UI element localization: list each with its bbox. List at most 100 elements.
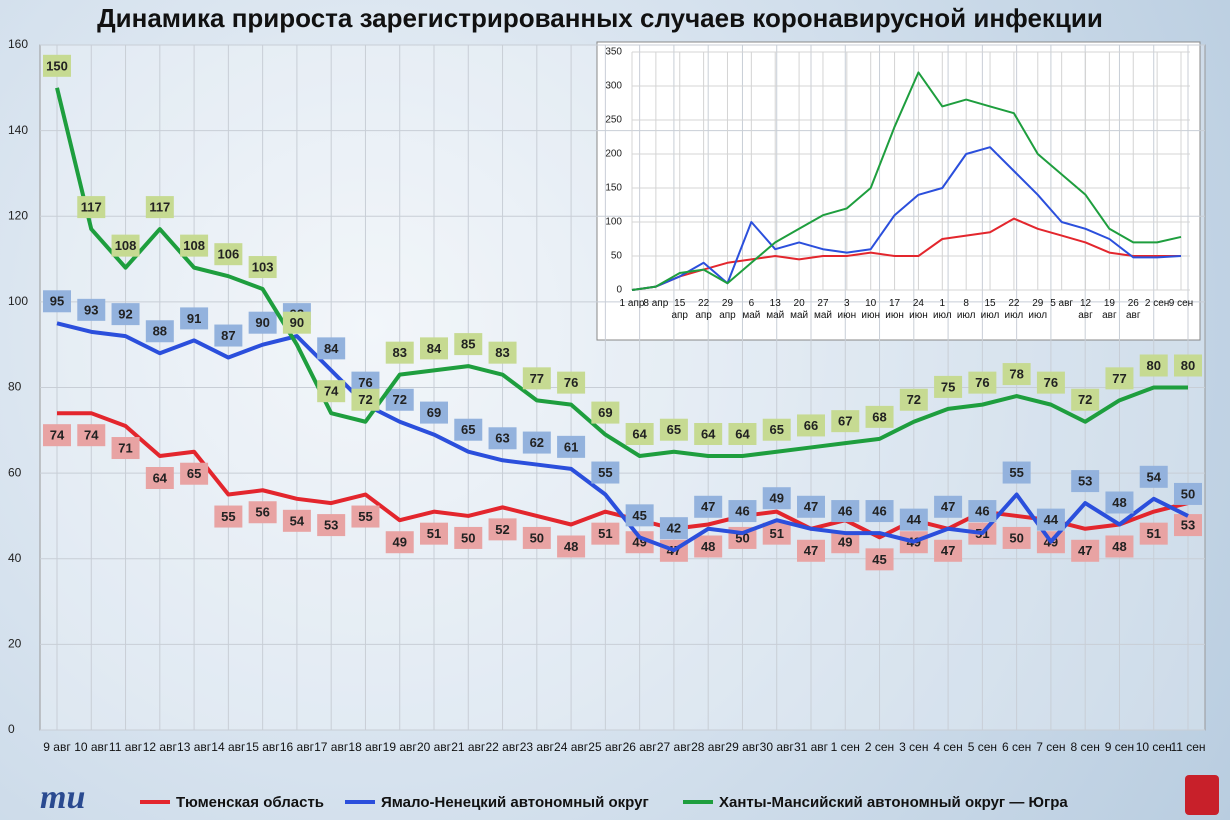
data-label: 75 bbox=[941, 379, 955, 394]
y-tick-label: 60 bbox=[8, 465, 22, 479]
x-tick-label: 10 июн bbox=[861, 298, 880, 321]
data-label: 117 bbox=[81, 200, 102, 215]
data-label: 52 bbox=[495, 522, 509, 537]
x-tick-label: 9 авг bbox=[43, 740, 71, 754]
x-tick-label: 29 авг bbox=[725, 740, 760, 754]
y-tick-label: 350 bbox=[605, 47, 622, 58]
data-label: 48 bbox=[701, 539, 715, 554]
data-label: 54 bbox=[1146, 469, 1161, 484]
logo: mu bbox=[40, 779, 85, 816]
data-label-box bbox=[522, 526, 551, 549]
data-label: 74 bbox=[50, 428, 65, 443]
data-label-box bbox=[454, 418, 483, 441]
data-label-box bbox=[385, 341, 414, 364]
data-label-box bbox=[694, 495, 723, 518]
data-label-box bbox=[454, 333, 483, 356]
data-label-box bbox=[557, 535, 586, 558]
data-label: 47 bbox=[941, 499, 955, 514]
x-tick-label: 22 апр bbox=[695, 298, 712, 321]
data-label: 62 bbox=[530, 435, 544, 450]
x-tick-label: 20 май bbox=[790, 298, 809, 321]
x-tick-label: 2 сен bbox=[1144, 298, 1170, 309]
data-label-box bbox=[591, 401, 620, 424]
data-label-box bbox=[77, 298, 106, 321]
data-label-box bbox=[1174, 354, 1202, 377]
data-label-box bbox=[934, 539, 963, 562]
data-label-box bbox=[934, 375, 963, 398]
data-label: 91 bbox=[187, 311, 201, 326]
x-tick-label: 29 апр bbox=[719, 298, 736, 321]
x-tick-label: 24 июн bbox=[909, 298, 928, 321]
data-label: 72 bbox=[1078, 392, 1092, 407]
data-label-box bbox=[557, 371, 586, 394]
data-label: 106 bbox=[218, 247, 240, 262]
data-label-box bbox=[968, 371, 997, 394]
data-label: 67 bbox=[838, 414, 852, 429]
data-label-box bbox=[1071, 539, 1100, 562]
data-label: 83 bbox=[392, 345, 406, 360]
data-label-box bbox=[762, 418, 791, 441]
data-label: 83 bbox=[495, 345, 509, 360]
x-tick-label: 8 июл bbox=[956, 298, 976, 321]
x-tick-label: 26 авг bbox=[622, 740, 657, 754]
series-line bbox=[631, 217, 1181, 291]
x-tick-label: 30 авг bbox=[759, 740, 794, 754]
data-label-box bbox=[385, 531, 414, 554]
data-label-box bbox=[145, 467, 174, 489]
data-label-box bbox=[694, 423, 723, 445]
y-tick-label: 200 bbox=[605, 149, 622, 160]
x-tick-label: 24 авг bbox=[554, 740, 589, 754]
data-label-box bbox=[762, 522, 791, 545]
data-label: 51 bbox=[598, 526, 612, 541]
data-label: 44 bbox=[1044, 512, 1059, 527]
y-tick-label: 0 bbox=[616, 285, 622, 296]
x-tick-label: 22 авг bbox=[485, 740, 520, 754]
data-label-box bbox=[831, 500, 860, 523]
data-label: 64 bbox=[735, 426, 750, 441]
x-tick-label: 6 сен bbox=[1001, 740, 1032, 754]
x-tick-label: 5 сен bbox=[967, 740, 998, 754]
data-label-box bbox=[145, 196, 174, 219]
data-label-box bbox=[351, 505, 380, 528]
y-tick-label: 0 bbox=[8, 722, 15, 736]
data-label-box bbox=[248, 256, 277, 279]
x-tick-label: 2 сен bbox=[864, 740, 895, 754]
data-label-box bbox=[728, 500, 757, 523]
data-label-box bbox=[831, 531, 860, 554]
data-label-box bbox=[968, 500, 997, 523]
data-label-box bbox=[659, 418, 688, 441]
data-label: 77 bbox=[1112, 371, 1126, 386]
data-label-box bbox=[899, 388, 928, 411]
data-label-box bbox=[180, 234, 209, 257]
x-tick-label: 1 апр bbox=[619, 298, 645, 309]
data-label-box bbox=[522, 367, 551, 390]
data-label-box bbox=[488, 427, 517, 450]
data-label: 48 bbox=[564, 539, 578, 554]
data-label: 69 bbox=[598, 405, 612, 420]
data-label: 103 bbox=[252, 259, 274, 274]
data-label: 72 bbox=[358, 392, 372, 407]
x-tick-label: 23 авг bbox=[519, 740, 554, 754]
data-label-box bbox=[385, 388, 414, 411]
data-label: 46 bbox=[838, 504, 852, 519]
data-label: 55 bbox=[1009, 465, 1023, 480]
data-label-box bbox=[1002, 461, 1031, 484]
data-label: 49 bbox=[392, 535, 406, 550]
data-label-box bbox=[1174, 514, 1202, 537]
data-label-box bbox=[1174, 482, 1202, 505]
data-label-box bbox=[625, 423, 654, 445]
data-label-box bbox=[248, 501, 277, 524]
x-tick-label: 15 апр bbox=[671, 298, 688, 321]
x-tick-label: 9 сен bbox=[1168, 298, 1194, 309]
y-tick-label: 120 bbox=[8, 208, 28, 222]
data-label: 76 bbox=[358, 375, 372, 390]
data-label: 80 bbox=[1146, 358, 1160, 373]
data-label-box bbox=[1036, 371, 1065, 394]
data-label-box bbox=[214, 505, 243, 528]
data-label: 68 bbox=[872, 409, 886, 424]
x-tick-label: 11 авг bbox=[108, 740, 143, 754]
data-label: 65 bbox=[769, 422, 783, 437]
data-label: 48 bbox=[1112, 539, 1126, 554]
data-label-box bbox=[797, 414, 825, 437]
data-label-box bbox=[762, 487, 791, 510]
